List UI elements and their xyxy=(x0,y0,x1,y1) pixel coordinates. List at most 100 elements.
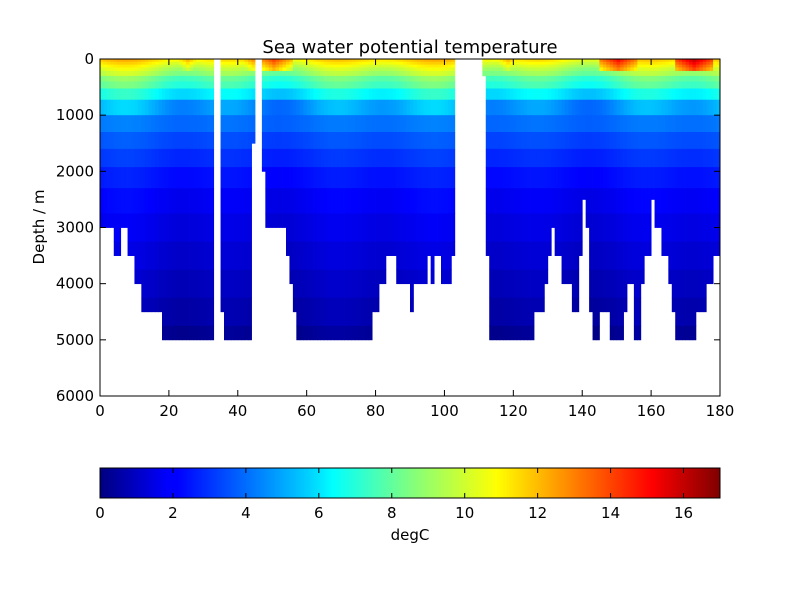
heatmap-cell xyxy=(637,70,642,77)
heatmap-cell xyxy=(516,132,521,150)
heatmap-cell xyxy=(289,132,294,150)
heatmap-cell xyxy=(351,325,356,341)
heatmap-cell xyxy=(485,59,490,63)
heatmap-cell xyxy=(361,148,366,168)
heatmap-cell xyxy=(168,297,173,327)
heatmap-cell xyxy=(279,67,283,72)
heatmap-cell xyxy=(713,99,717,116)
heatmap-cell xyxy=(575,297,580,313)
heatmap-cell xyxy=(671,59,676,63)
heatmap-cell xyxy=(306,297,311,327)
heatmap-cell xyxy=(596,67,600,72)
heatmap-cell xyxy=(664,59,669,61)
heatmap-cell xyxy=(220,67,225,72)
heatmap-cell xyxy=(441,81,445,89)
heatmap-cell xyxy=(165,61,170,66)
heatmap-cell xyxy=(582,88,587,101)
heatmap-cell xyxy=(523,115,528,133)
heatmap-cell xyxy=(220,61,225,66)
heatmap-cell xyxy=(124,64,128,68)
heatmap-cell xyxy=(609,297,614,327)
heatmap-cell xyxy=(382,99,387,116)
heatmap-cell xyxy=(520,148,525,168)
heatmap-cell xyxy=(616,59,621,63)
heatmap-cell xyxy=(230,59,235,61)
heatmap-cell xyxy=(664,59,669,63)
heatmap-cell xyxy=(565,67,569,72)
heatmap-cell xyxy=(292,167,297,189)
heatmap-cell xyxy=(303,132,308,150)
heatmap-cell xyxy=(306,148,311,168)
heatmap-cell xyxy=(310,297,314,327)
heatmap-cell xyxy=(554,148,559,168)
heatmap-cell xyxy=(134,213,139,242)
heatmap-cell xyxy=(585,132,590,150)
heatmap-cell xyxy=(544,64,549,68)
heatmap-cell xyxy=(658,148,662,168)
heatmap-cell xyxy=(540,297,545,313)
heatmap-cell xyxy=(630,81,635,89)
heatmap-cell xyxy=(627,188,631,214)
heatmap-cell xyxy=(589,148,593,168)
heatmap-cell xyxy=(241,269,246,299)
heatmap-cell xyxy=(113,67,118,72)
heatmap-cell xyxy=(613,241,618,271)
heatmap-cell xyxy=(175,269,180,299)
heatmap-cell xyxy=(299,241,304,271)
heatmap-cell xyxy=(237,132,242,150)
heatmap-cell xyxy=(561,213,566,242)
heatmap-cell xyxy=(272,64,277,68)
heatmap-cell xyxy=(513,148,518,168)
heatmap-cell xyxy=(348,88,352,101)
heatmap-cell xyxy=(492,269,497,299)
heatmap-cell xyxy=(585,61,590,66)
colorbar-tick-label: 14 xyxy=(601,504,620,522)
heatmap-cell xyxy=(137,67,142,72)
heatmap-cell xyxy=(241,132,246,150)
heatmap-cell xyxy=(248,269,252,299)
heatmap-cell xyxy=(134,61,139,66)
heatmap-cell xyxy=(248,70,252,77)
heatmap-cell xyxy=(162,75,166,82)
heatmap-cell xyxy=(155,88,159,101)
heatmap-cell xyxy=(420,213,425,242)
heatmap-cell xyxy=(144,213,149,242)
heatmap-cell xyxy=(341,64,345,68)
heatmap-cell xyxy=(503,88,507,101)
heatmap-cell xyxy=(282,61,287,66)
heatmap-cell xyxy=(695,67,700,72)
heatmap-cell xyxy=(582,64,587,68)
heatmap-cell xyxy=(685,70,690,77)
heatmap-cell xyxy=(685,75,690,82)
heatmap-cell xyxy=(616,167,621,189)
heatmap-cell xyxy=(633,70,638,77)
heatmap-cell xyxy=(265,213,270,228)
heatmap-cell xyxy=(196,61,201,66)
heatmap-cell xyxy=(675,88,680,101)
heatmap-cell xyxy=(372,70,376,77)
heatmap-cell xyxy=(289,241,294,271)
heatmap-cell xyxy=(554,67,559,72)
heatmap-cell xyxy=(585,75,590,82)
heatmap-cell xyxy=(175,59,180,63)
heatmap-cell xyxy=(606,75,611,82)
heatmap-cell xyxy=(368,59,373,63)
heatmap-cell xyxy=(406,59,411,63)
heatmap-cell xyxy=(489,269,494,299)
heatmap-cell xyxy=(323,88,328,101)
heatmap-cell xyxy=(292,99,297,116)
heatmap-cell xyxy=(375,64,380,68)
heatmap-cell xyxy=(330,167,335,189)
heatmap-cell xyxy=(713,115,717,133)
heatmap-cell xyxy=(396,81,401,89)
heatmap-cell xyxy=(323,75,328,82)
heatmap-cell xyxy=(620,75,624,82)
heatmap-cell xyxy=(699,81,704,89)
heatmap-cell xyxy=(210,269,215,299)
heatmap-cell xyxy=(392,132,397,150)
heatmap-cell xyxy=(110,81,115,89)
heatmap-cell xyxy=(716,241,721,256)
heatmap-cell xyxy=(206,325,211,341)
heatmap-cell xyxy=(602,75,607,82)
